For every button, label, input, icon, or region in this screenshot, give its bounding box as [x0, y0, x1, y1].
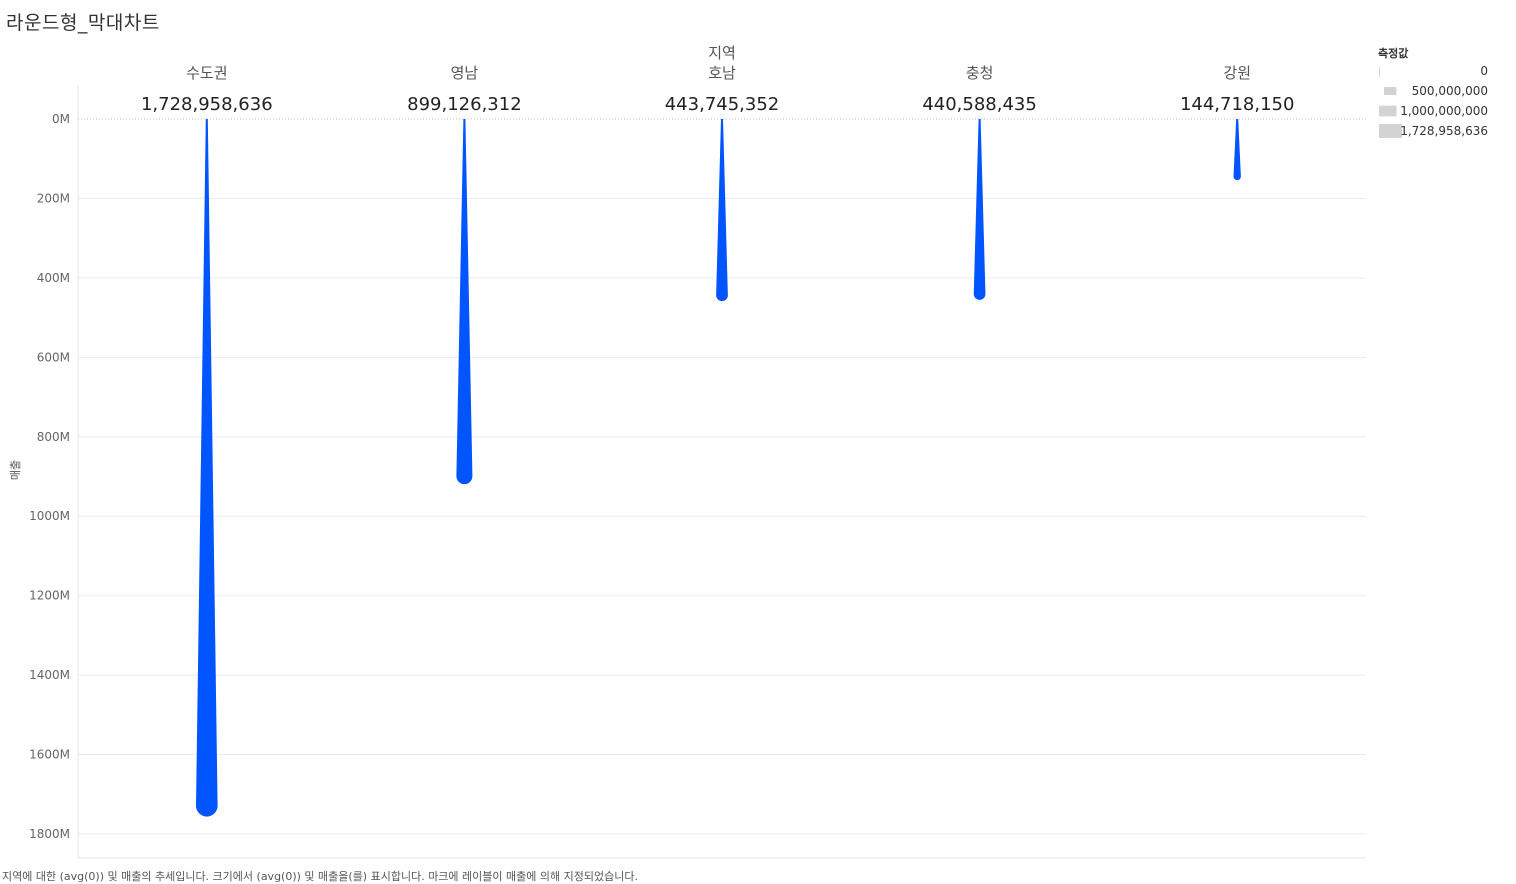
bar[interactable]: [1233, 119, 1241, 181]
y-tick-label: 600M: [37, 350, 70, 364]
legend-swatch: [1379, 105, 1397, 117]
y-tick-label: 1000M: [29, 509, 70, 523]
legend-title: 측정값: [1378, 46, 1408, 60]
bar[interactable]: [973, 119, 986, 300]
legend-swatch: [1384, 87, 1397, 95]
category-label: 충청: [966, 64, 994, 82]
legend-label: 1,000,000,000: [1400, 104, 1488, 118]
legend-swatch: [1379, 124, 1402, 138]
y-tick-label: 400M: [37, 271, 70, 285]
y-tick-label: 1400M: [29, 668, 70, 682]
data-label: 443,745,352: [665, 94, 780, 115]
category-label: 강원: [1223, 64, 1251, 82]
y-tick-label: 1200M: [29, 589, 70, 603]
column-header: 지역: [708, 44, 736, 62]
data-label: 440,588,435: [922, 94, 1037, 115]
y-tick-label: 800M: [37, 430, 70, 444]
label-layer: 수도권 1,728,958,636 영남 899,126,312 호남 443,745,3…: [141, 64, 1295, 115]
bar[interactable]: [196, 119, 218, 817]
legend-swatch: [1379, 67, 1380, 77]
data-label: 899,126,312: [407, 94, 522, 115]
sheet-title: 라운드형_막대차트: [6, 12, 160, 34]
footer-caption: 지역에 대한 (avg(0)) 및 매출의 추세입니다. 크기에서 (avg(0…: [2, 870, 638, 883]
y-tick-label: 1800M: [29, 827, 70, 841]
data-label: 144,718,150: [1180, 94, 1295, 115]
y-tick-label: 1600M: [29, 748, 70, 762]
category-label: 호남: [708, 64, 736, 82]
legend-label: 1,728,958,636: [1400, 124, 1488, 138]
y-tick-label: 200M: [37, 191, 70, 205]
category-label: 수도권: [186, 64, 227, 82]
bar-layer: [196, 119, 1241, 817]
bar[interactable]: [716, 119, 728, 302]
bar[interactable]: [456, 119, 473, 485]
data-label: 1,728,958,636: [141, 94, 273, 115]
legend-label: 0: [1480, 64, 1488, 78]
legend-label: 500,000,000: [1412, 84, 1488, 98]
category-label: 영남: [451, 64, 479, 82]
y-tick-label: 0M: [52, 112, 70, 126]
y-axis: 0M 200M 400M 600M 800M 1000M 1200M 1400M 1600M 18…: [29, 112, 70, 841]
size-legend: 측정값 0 500,000,000 1,000,000,000 1,728,958,6…: [1378, 46, 1488, 138]
y-axis-title: 매출: [9, 460, 22, 480]
